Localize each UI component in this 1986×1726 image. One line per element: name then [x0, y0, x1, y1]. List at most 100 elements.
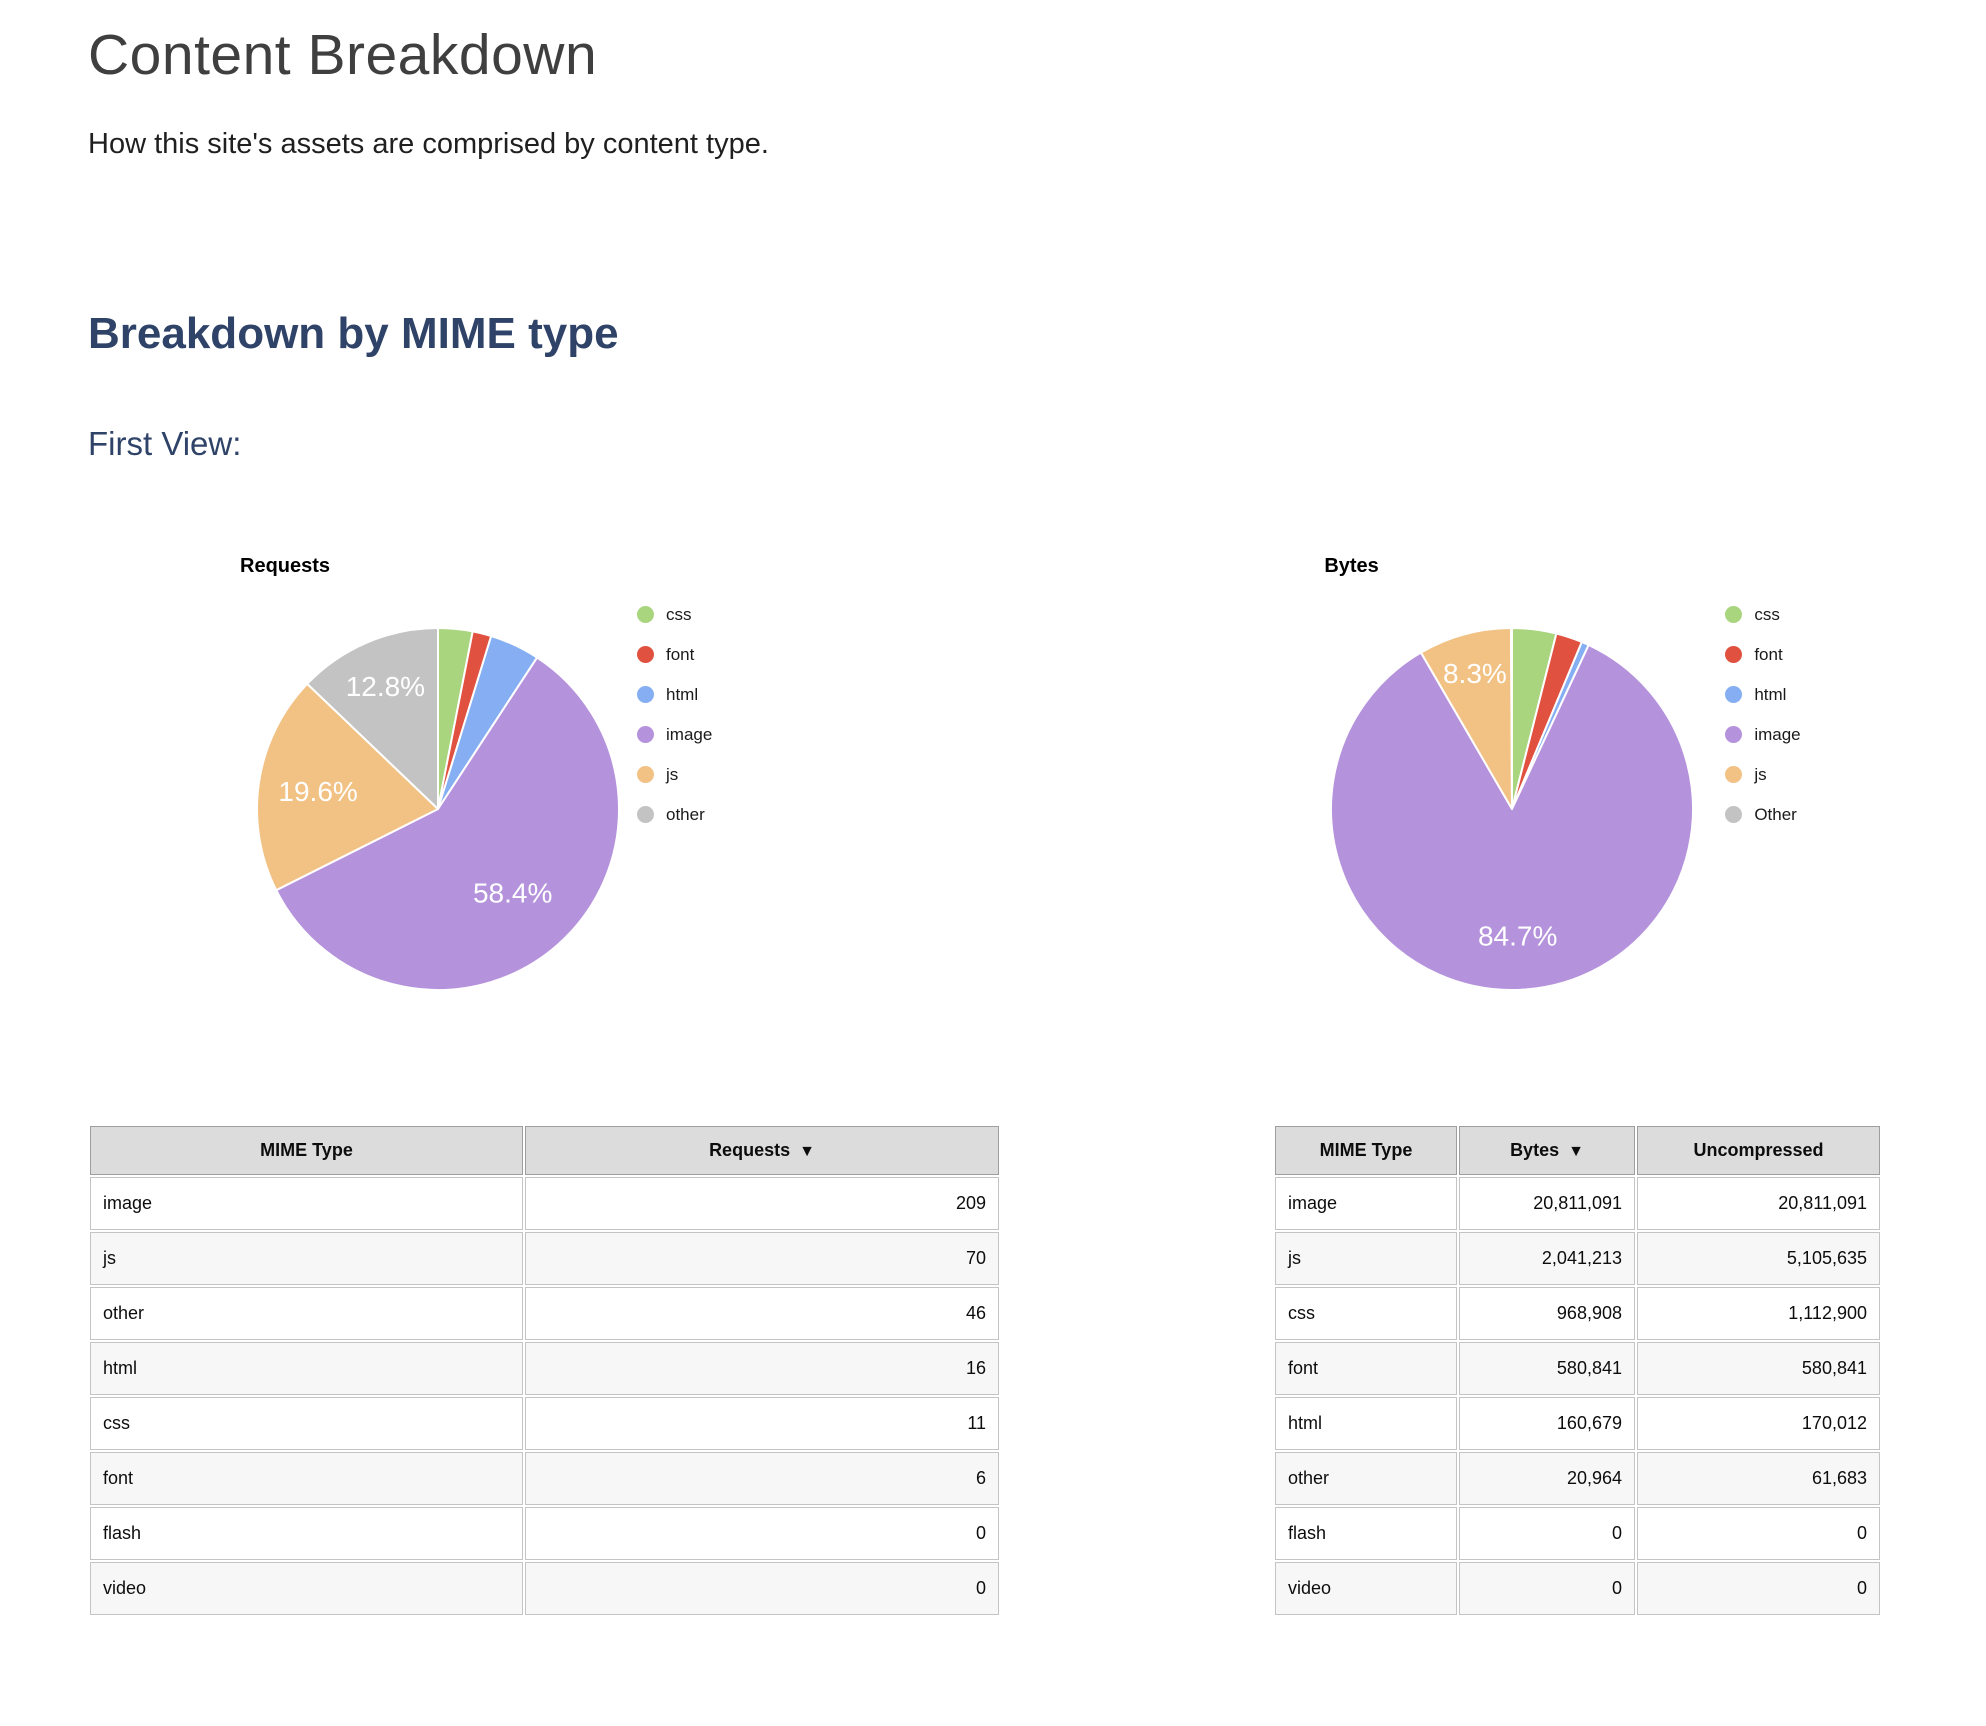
legend-item-css[interactable]: css	[637, 604, 712, 625]
bytes-pie-chart: 84.7% 8.3%	[1330, 626, 1695, 991]
table-row-css: css 11	[90, 1397, 999, 1450]
pie-slice-js[interactable]	[256, 682, 439, 892]
legend-item-css[interactable]: css	[1725, 604, 1800, 625]
mime-type-cell: image	[90, 1177, 523, 1230]
table-header-row: MIME Type Bytes ▼ Uncompressed	[1275, 1126, 1880, 1175]
value-cell: 968,908	[1459, 1287, 1635, 1340]
column-header-label: MIME Type	[1319, 1140, 1413, 1160]
pie-slice-other[interactable]	[1510, 626, 1514, 810]
pie-slice-image[interactable]	[275, 656, 620, 992]
js-color-dot-icon	[637, 766, 654, 783]
value-cell: 0	[525, 1507, 999, 1560]
value-cell: 580,841	[1459, 1342, 1635, 1395]
column-header-label: Uncompressed	[1693, 1140, 1824, 1160]
legend-item-label: image	[666, 725, 713, 744]
column-header-mime-type[interactable]: MIME Type	[1275, 1126, 1457, 1175]
value-cell: 11	[525, 1397, 999, 1450]
requests-pie-chart-block: Requests 58.4% 19.6% 12.8% css font html imag…	[240, 555, 712, 994]
table-header-row: MIME Type Requests ▼	[90, 1126, 999, 1175]
value-cell: 46	[525, 1287, 999, 1340]
table-row-flash: flash 0 0	[1275, 1507, 1880, 1560]
legend-item-html[interactable]: html	[637, 684, 712, 705]
value-cell: 1,112,900	[1637, 1287, 1880, 1340]
legend-item-js[interactable]: js	[1725, 764, 1800, 785]
column-header-label: Bytes	[1510, 1140, 1560, 1160]
mime-type-cell: flash	[1275, 1507, 1457, 1560]
column-header-label: Requests	[709, 1140, 791, 1160]
legend-item-other[interactable]: other	[637, 804, 712, 825]
legend-item-label: js	[1754, 765, 1767, 784]
sort-descending-icon: ▼	[1568, 1143, 1584, 1160]
page-title: Content Breakdown	[88, 23, 598, 87]
pie-slice-percent-label: 84.7%	[1478, 921, 1557, 952]
other-color-dot-icon	[637, 806, 654, 823]
value-cell: 580,841	[1637, 1342, 1880, 1395]
pie-slice-percent-label: 58.4%	[473, 878, 552, 909]
css-color-dot-icon	[1725, 606, 1743, 623]
mime-type-cell: flash	[90, 1507, 523, 1560]
value-cell: 20,964	[1459, 1452, 1635, 1505]
charts-row: Requests 58.4% 19.6% 12.8% css font html imag…	[88, 555, 1986, 994]
pie-slice-percent-label: 12.8%	[346, 671, 425, 702]
column-header-uncompressed[interactable]: Uncompressed	[1637, 1126, 1880, 1175]
mime-type-cell: font	[1275, 1342, 1457, 1395]
image-color-dot-icon	[637, 726, 654, 743]
column-header-mime-type[interactable]: MIME Type	[90, 1126, 523, 1175]
table-row-other: other 46	[90, 1287, 999, 1340]
legend-item-font[interactable]: font	[1725, 644, 1800, 665]
table-row-other: other 20,964 61,683	[1275, 1452, 1880, 1505]
css-color-dot-icon	[637, 606, 654, 623]
value-cell: 0	[1459, 1562, 1635, 1615]
content-breakdown-page: Content Breakdown How this site's assets…	[88, 23, 1986, 1617]
pie-slice-image[interactable]	[1330, 644, 1695, 991]
legend-item-label: image	[1754, 725, 1801, 744]
mime-type-cell: other	[90, 1287, 523, 1340]
mime-type-cell: html	[90, 1342, 523, 1395]
legend-item-image[interactable]: image	[1725, 724, 1801, 745]
mime-type-cell: css	[1275, 1287, 1457, 1340]
table-row-font: font 6	[90, 1452, 999, 1505]
legend-item-label: font	[666, 645, 695, 664]
js-color-dot-icon	[1725, 766, 1743, 783]
table-row-image: image 209	[90, 1177, 999, 1230]
page-subtitle: How this site's assets are comprised by …	[88, 128, 769, 160]
first-view-label: First View:	[88, 425, 242, 462]
table-row-js: js 70	[90, 1232, 999, 1285]
value-cell: 0	[1637, 1507, 1880, 1560]
mime-type-cell: image	[1275, 1177, 1457, 1230]
value-cell: 209	[525, 1177, 999, 1230]
legend-item-js[interactable]: js	[637, 764, 712, 785]
value-cell: 0	[1637, 1562, 1880, 1615]
html-color-dot-icon	[637, 686, 654, 703]
requests-chart-legend: css font html image js other	[637, 604, 712, 844]
legend-item-label: other	[666, 805, 705, 824]
column-header-requests[interactable]: Requests ▼	[525, 1126, 999, 1175]
requests-table: MIME Type Requests ▼ image 209 js 70 other 46 htm…	[88, 1124, 1001, 1617]
table-row-video: video 0	[90, 1562, 999, 1615]
legend-item-html[interactable]: html	[1725, 684, 1800, 705]
section-heading-mime-type: Breakdown by MIME type	[88, 309, 619, 358]
table-row-video: video 0 0	[1275, 1562, 1880, 1615]
value-cell: 2,041,213	[1459, 1232, 1635, 1285]
sort-descending-icon: ▼	[799, 1143, 815, 1160]
legend-item-label: css	[666, 605, 692, 624]
bytes-pie-chart-block: Bytes 84.7% 8.3% css font html image js Other	[1324, 555, 1801, 994]
pie-slice-js[interactable]	[1420, 627, 1514, 810]
legend-item-font[interactable]: font	[637, 644, 712, 665]
table-row-font: font 580,841 580,841	[1275, 1342, 1880, 1395]
mime-type-cell: font	[90, 1452, 523, 1505]
value-cell: 0	[525, 1562, 999, 1615]
mime-type-cell: video	[1275, 1562, 1457, 1615]
value-cell: 5,105,635	[1637, 1232, 1880, 1285]
mime-type-cell: other	[1275, 1452, 1457, 1505]
legend-item-label: Other	[1754, 805, 1797, 824]
html-color-dot-icon	[1725, 686, 1743, 703]
pie-slice-other[interactable]	[306, 627, 439, 810]
column-header-bytes[interactable]: Bytes ▼	[1459, 1126, 1635, 1175]
legend-item-other[interactable]: Other	[1725, 804, 1800, 825]
legend-item-image[interactable]: image	[637, 724, 712, 745]
value-cell: 6	[525, 1452, 999, 1505]
mime-type-cell: js	[1275, 1232, 1457, 1285]
value-cell: 20,811,091	[1637, 1177, 1880, 1230]
legend-item-label: html	[666, 685, 699, 704]
